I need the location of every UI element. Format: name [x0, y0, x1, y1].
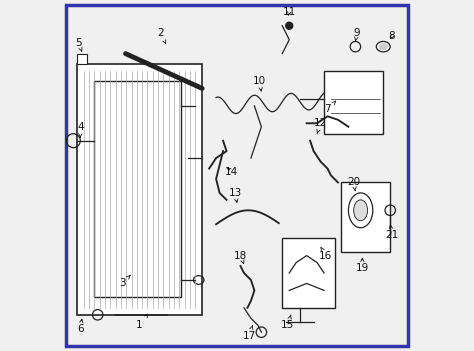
Text: 18: 18 — [234, 251, 247, 264]
Text: 5: 5 — [75, 38, 82, 51]
Bar — [77, 64, 202, 315]
Bar — [77, 54, 87, 64]
Text: 13: 13 — [228, 188, 242, 203]
Ellipse shape — [354, 200, 367, 221]
Text: 4: 4 — [77, 122, 83, 137]
Text: 7: 7 — [324, 101, 336, 114]
Text: 14: 14 — [225, 167, 238, 177]
Text: 21: 21 — [385, 225, 399, 240]
Text: 3: 3 — [119, 275, 130, 289]
Text: 16: 16 — [319, 247, 332, 260]
Bar — [283, 238, 335, 308]
Circle shape — [286, 22, 293, 29]
Bar — [341, 183, 390, 252]
Text: 19: 19 — [356, 258, 369, 273]
Text: 15: 15 — [281, 315, 294, 330]
Text: 9: 9 — [354, 28, 360, 41]
Ellipse shape — [348, 193, 373, 228]
Text: 10: 10 — [253, 77, 266, 91]
Text: 1: 1 — [136, 314, 148, 330]
Text: 11: 11 — [283, 7, 296, 17]
Bar — [324, 71, 383, 134]
Bar — [94, 81, 181, 297]
Ellipse shape — [379, 43, 388, 50]
Text: 20: 20 — [347, 178, 360, 191]
Text: 17: 17 — [243, 325, 256, 341]
Text: 8: 8 — [389, 31, 395, 41]
Text: 12: 12 — [314, 118, 327, 134]
Text: 6: 6 — [77, 319, 83, 334]
Text: 2: 2 — [157, 28, 166, 44]
